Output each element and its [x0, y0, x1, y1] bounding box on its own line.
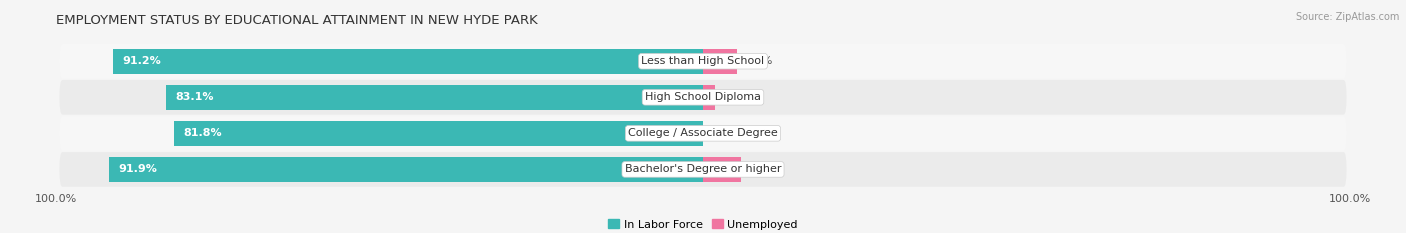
FancyBboxPatch shape	[59, 44, 1347, 79]
Legend: In Labor Force, Unemployed: In Labor Force, Unemployed	[603, 215, 803, 233]
Text: 83.1%: 83.1%	[176, 92, 214, 102]
Text: 1.9%: 1.9%	[723, 92, 751, 102]
Text: Source: ZipAtlas.com: Source: ZipAtlas.com	[1295, 12, 1399, 22]
Bar	[703, 157, 741, 182]
FancyBboxPatch shape	[59, 80, 1347, 115]
FancyBboxPatch shape	[59, 116, 1347, 151]
Text: Bachelor's Degree or higher: Bachelor's Degree or higher	[624, 164, 782, 175]
Text: 0.0%: 0.0%	[711, 128, 740, 138]
Text: 5.2%: 5.2%	[744, 56, 773, 66]
Text: 91.2%: 91.2%	[122, 56, 162, 66]
Text: 81.8%: 81.8%	[184, 128, 222, 138]
Bar	[703, 85, 716, 110]
Bar	[166, 85, 703, 110]
Text: College / Associate Degree: College / Associate Degree	[628, 128, 778, 138]
Bar	[703, 49, 737, 73]
FancyBboxPatch shape	[59, 152, 1347, 187]
Bar	[108, 157, 703, 182]
Text: 91.9%: 91.9%	[118, 164, 157, 175]
Text: 5.9%: 5.9%	[749, 164, 778, 175]
Bar	[112, 49, 703, 73]
Bar	[174, 121, 703, 146]
Text: EMPLOYMENT STATUS BY EDUCATIONAL ATTAINMENT IN NEW HYDE PARK: EMPLOYMENT STATUS BY EDUCATIONAL ATTAINM…	[56, 14, 538, 27]
Text: High School Diploma: High School Diploma	[645, 92, 761, 102]
Text: Less than High School: Less than High School	[641, 56, 765, 66]
